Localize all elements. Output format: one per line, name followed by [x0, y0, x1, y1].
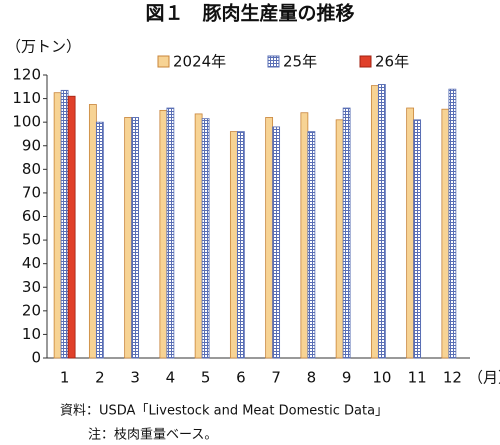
y-tick-label: 80 [22, 160, 41, 178]
y-tick-label: 70 [22, 183, 41, 201]
bar [413, 119, 422, 359]
y-tick-label: 60 [22, 207, 41, 225]
x-tick-label: 8 [307, 369, 317, 387]
bar [67, 95, 76, 359]
bar [194, 113, 203, 359]
chart-title: 図１ 豚肉生産量の推移 [145, 2, 354, 25]
bar [201, 118, 210, 359]
source-note: 資料：USDA「Livestock and Meat Domestic Data… [60, 404, 388, 419]
bar [60, 89, 69, 359]
x-tick-label: 6 [236, 369, 246, 387]
x-tick-label: 3 [130, 369, 140, 387]
bar [307, 131, 316, 359]
bar [441, 108, 450, 359]
x-tick-label: 12 [443, 369, 462, 387]
y-tick-label: 100 [12, 113, 41, 131]
bar [88, 104, 97, 359]
legend-label: 25年 [283, 53, 317, 71]
bar [229, 131, 238, 359]
footnote: 注：枝肉重量ベース。 [88, 427, 217, 443]
x-tick-label: 7 [271, 369, 281, 387]
x-tick-label: 9 [342, 369, 352, 387]
legend-swatch [359, 55, 372, 68]
x-tick-label: 4 [166, 369, 176, 387]
x-axis-label: （月） [468, 369, 500, 387]
x-tick-label: 2 [95, 369, 105, 387]
bar [342, 107, 351, 359]
y-tick-label: 110 [12, 89, 41, 107]
bar [272, 126, 281, 359]
legend-swatch [267, 55, 280, 68]
bar [335, 119, 344, 359]
bar [370, 85, 379, 359]
bar [95, 121, 104, 359]
legend-swatch [157, 55, 170, 68]
y-axis-label: （万トン） [6, 38, 81, 56]
x-tick-label: 5 [201, 369, 211, 387]
y-tick-label: 10 [22, 325, 41, 343]
bar [131, 117, 140, 359]
y-tick-label: 120 [12, 66, 41, 84]
legend-label: 26年 [375, 53, 409, 71]
y-tick-label: 90 [22, 136, 41, 154]
bar [124, 117, 133, 359]
bar [236, 131, 245, 359]
x-tick-label: 11 [408, 369, 427, 387]
legend-label: 2024年 [173, 53, 226, 71]
y-tick-label: 30 [22, 278, 41, 296]
bar [406, 107, 415, 359]
bar [159, 109, 168, 359]
bar [166, 107, 175, 359]
y-tick-label: 50 [22, 231, 41, 249]
x-tick-label: 1 [60, 369, 70, 387]
bar [53, 92, 62, 359]
bar [377, 84, 386, 359]
y-tick-label: 40 [22, 254, 41, 272]
bar [265, 117, 274, 359]
y-tick-label: 20 [22, 301, 41, 319]
bar [300, 112, 309, 359]
bar [448, 88, 457, 359]
x-tick-label: 10 [372, 369, 391, 387]
y-tick-label: 0 [31, 349, 41, 367]
